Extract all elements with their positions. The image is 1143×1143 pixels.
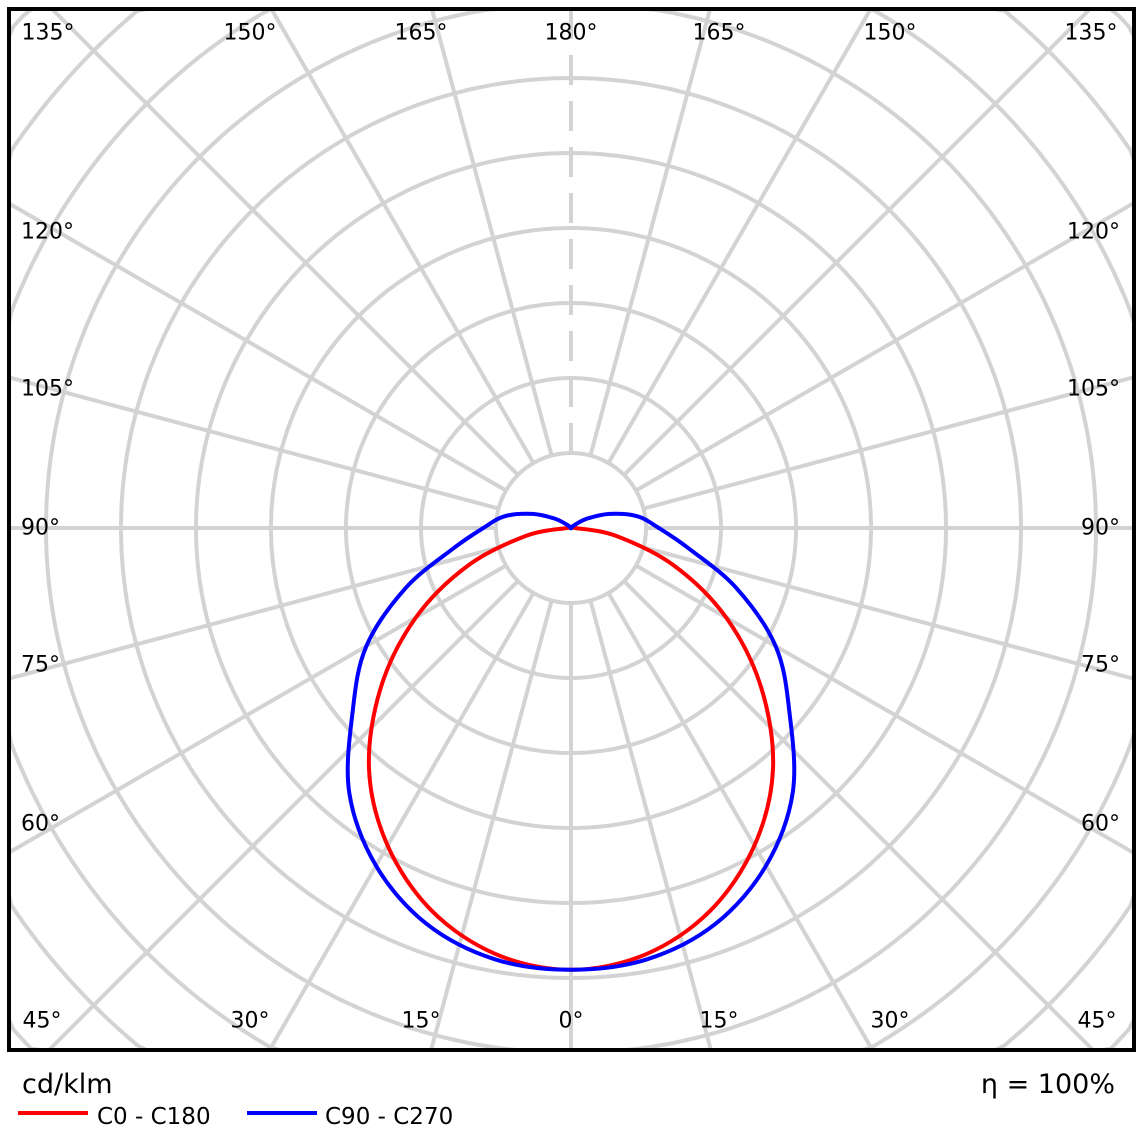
grid-spoke [642,375,1135,511]
series-curve-c90-c270 [345,511,797,972]
unit-label: cd/klm [22,1069,113,1100]
angle-label: 120° [1067,220,1120,245]
grid-spoke [7,201,508,493]
angle-label: 165° [693,21,746,46]
efficiency-label: η = 100% [981,1069,1115,1100]
angle-label: 90° [21,516,60,541]
grid-spoke [622,579,1095,1052]
angle-label: 45° [1078,1009,1117,1034]
angle-label: 60° [1081,812,1120,837]
legend: C0 - C180 C90 - C270 [18,1104,453,1130]
intensity-curves [345,511,797,972]
angle-label: 150° [864,21,917,46]
angle-label: 120° [21,220,74,245]
angle-label: 15° [700,1009,739,1034]
grid-spoke [642,545,1135,681]
grid-spoke [47,579,520,1052]
angle-label: 165° [395,21,448,46]
legend-label-c0-c180: C0 - C180 [97,1104,211,1130]
grid-spoke [269,8,536,465]
angle-label: 150° [224,21,277,46]
angle-label: 105° [1067,377,1120,402]
grid-spoke [606,8,873,465]
grid-spoke [588,8,712,457]
angle-label: 60° [21,812,60,837]
angle-label: 135° [1065,21,1118,46]
grid-spoke [588,599,713,1051]
grid-spoke [622,7,1092,477]
grid-spoke [8,545,500,681]
angle-label: 45° [23,1009,62,1034]
grid-spoke [634,201,1136,493]
angle-label: 90° [1081,516,1120,541]
angle-label: 0° [559,1009,584,1034]
chart-frame [7,7,1136,1052]
angle-label: 30° [871,1009,910,1034]
grid-spoke [267,591,536,1051]
grid-spoke [429,599,554,1051]
angle-label: 15° [402,1009,441,1034]
grid-spoke [8,375,500,511]
grid-spoke [430,8,554,457]
angle-label: 105° [21,377,74,402]
grid-spoke [50,7,520,477]
angle-label: 75° [21,653,60,678]
angle-label: 180° [545,21,598,46]
polar-grid [7,7,1136,1052]
angle-label: 75° [1081,653,1120,678]
angle-label: 135° [22,21,75,46]
legend-label-c90-c270: C90 - C270 [325,1104,453,1130]
grid-spoke [634,563,1136,855]
grid-spoke [606,591,875,1051]
grid-spoke [8,563,508,855]
angle-label: 30° [231,1009,270,1034]
angle-labels: 135° 150° 165° 180° 165° 150° 135° 45° 30° 15° 0° 1… [21,21,1120,1034]
